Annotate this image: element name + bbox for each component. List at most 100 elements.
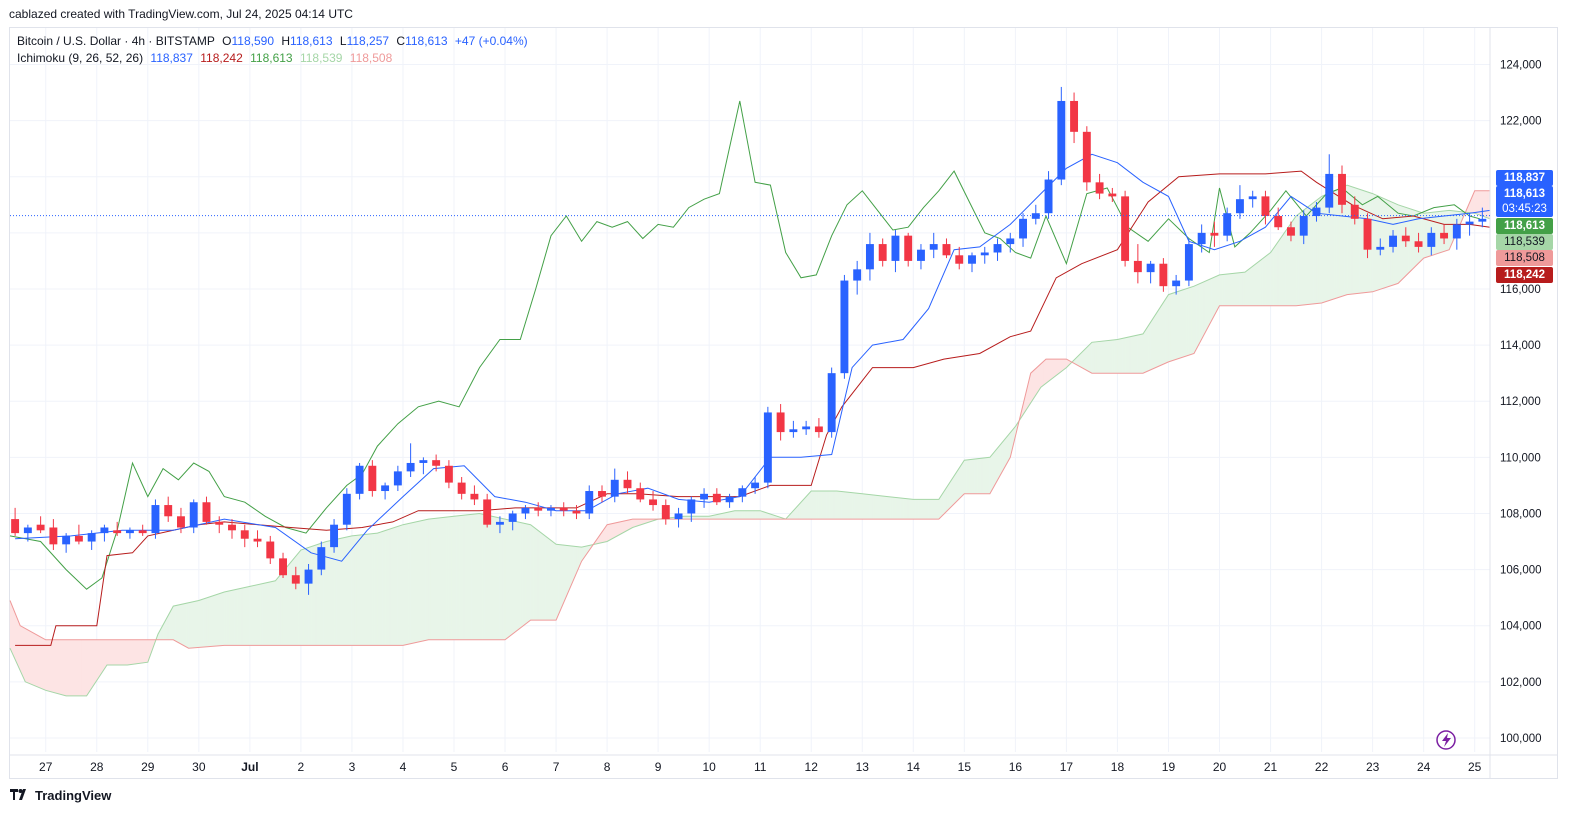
cloud-segment [869, 494, 873, 520]
cloud-segment [969, 459, 973, 495]
candle [942, 238, 951, 259]
candle-body [36, 524, 45, 531]
cloud-segment [9, 600, 13, 654]
cloud-segment [976, 458, 980, 495]
symbol-title[interactable]: Bitcoin / U.S. Dollar · 4h · BITSTAMP [17, 34, 215, 48]
cloud-segment [895, 497, 899, 520]
cloud-segment [300, 548, 304, 646]
x-tick-label: 14 [907, 760, 921, 774]
candle-body [891, 235, 900, 261]
cloud-segment [611, 522, 616, 540]
cloud-segment [142, 639, 146, 664]
candle-body [610, 479, 619, 497]
candle-body [1108, 193, 1117, 197]
badge-last-price: 118,613 [1496, 186, 1553, 202]
cloud-segment [856, 492, 860, 520]
cloud-segment [1142, 329, 1146, 374]
tradingview-logo-icon [10, 788, 30, 803]
footer-brand[interactable]: TradingView [10, 788, 111, 803]
cloud-segment [1168, 293, 1172, 363]
candle-body [917, 249, 925, 261]
cloud-segment [1334, 189, 1338, 300]
cloud-segment [183, 602, 187, 648]
candle-body [853, 269, 862, 281]
cloud-segment [1257, 259, 1261, 307]
candle-body [1197, 232, 1206, 245]
candle-body [1440, 232, 1449, 239]
lagging-value: 118,613 [250, 51, 293, 65]
candle-body [1274, 216, 1283, 228]
cloud-segment [867, 494, 871, 520]
cloud-segment [479, 513, 483, 641]
cloud-segment [333, 538, 337, 646]
cloud-segment [1438, 210, 1442, 254]
candle-body [700, 493, 709, 500]
cloud-segment [440, 517, 445, 641]
candle [189, 499, 198, 534]
cloud-segment [1372, 193, 1376, 293]
candle [789, 420, 798, 438]
cloud-segment [1209, 277, 1213, 326]
cloud-segment [382, 530, 386, 646]
candle [253, 530, 262, 548]
symbol-legend[interactable]: Bitcoin / U.S. Dollar · 4h · BITSTAMP O1… [17, 34, 532, 48]
cloud-segment [341, 537, 345, 646]
cloud-segment [1178, 290, 1182, 359]
candle-body [1121, 196, 1130, 261]
candle-body [1401, 235, 1410, 242]
cloud-segment [826, 490, 830, 520]
candle [1172, 274, 1181, 295]
candle [712, 488, 721, 506]
cloud-segment [285, 564, 289, 646]
cloud-segment [729, 510, 733, 520]
indicator-legend[interactable]: Ichimoku (9, 26, 52, 26) 118,837 118,242… [17, 51, 396, 65]
candle [1108, 187, 1117, 202]
candle [891, 230, 900, 273]
candle [1223, 207, 1232, 242]
cloud-segment [25, 628, 29, 684]
chart-frame [9, 27, 1558, 779]
cloud-segment [377, 531, 381, 646]
cloud-segment [507, 519, 511, 639]
cloud-segment [241, 587, 246, 646]
cloud-segment [236, 588, 240, 646]
cloud-segment [915, 499, 919, 520]
cloud-segment [987, 457, 991, 495]
candle [495, 516, 504, 534]
close-label: C [396, 34, 406, 48]
cloud-segment [502, 518, 506, 641]
cloud-segment [1050, 358, 1054, 380]
candle [547, 505, 555, 517]
candle-body [687, 499, 696, 514]
candle [317, 541, 326, 576]
cloud-segment [1321, 194, 1325, 304]
candle [1465, 213, 1474, 236]
x-tick-label: 3 [349, 760, 356, 774]
cloud-segment [188, 601, 192, 649]
cloud-segment [463, 514, 468, 641]
cloud-segment [407, 522, 411, 645]
candle [1146, 260, 1155, 284]
cloud-segment [1382, 197, 1386, 289]
candle [151, 499, 160, 539]
y-tick-label: 106,000 [1500, 565, 1542, 577]
candle-body [1389, 235, 1397, 247]
cloud-segment [1308, 203, 1312, 305]
cloud-segment [224, 591, 228, 646]
candle [177, 507, 185, 534]
cloud-segment [1032, 367, 1037, 400]
candle [304, 563, 313, 595]
cloud-segment [803, 495, 807, 520]
cloud-segment [742, 510, 746, 520]
candle [87, 530, 96, 550]
candle [1133, 244, 1142, 284]
cloud-segment [178, 604, 182, 645]
indicator-title[interactable]: Ichimoku (9, 26, 52, 26) [17, 51, 144, 65]
candle-body [1248, 196, 1257, 200]
cloud-segment [73, 639, 77, 697]
cloud-segment [545, 535, 549, 621]
cloud-segment [1198, 282, 1202, 345]
cloud-segment [14, 612, 18, 666]
candle-body [776, 412, 785, 433]
